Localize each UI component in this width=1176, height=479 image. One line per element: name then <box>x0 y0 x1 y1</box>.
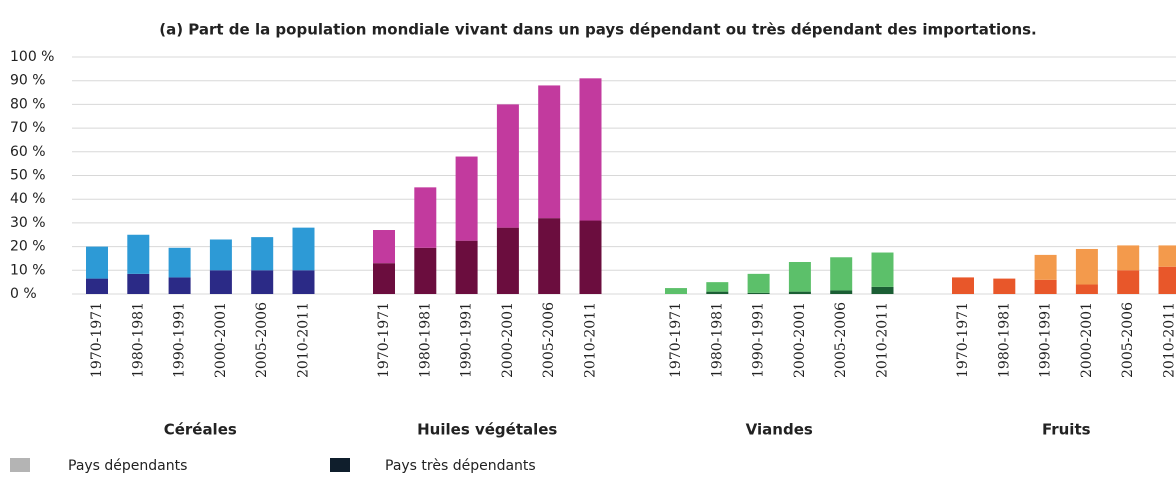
x-tick-label: 2000-2001 <box>792 302 808 378</box>
x-tick-label: 2000-2001 <box>500 302 516 378</box>
bar-segment <box>871 286 894 294</box>
y-tick-label: 70 % <box>10 120 46 136</box>
x-tick-label: 2000-2001 <box>1079 302 1095 378</box>
bar-segment <box>788 291 811 294</box>
bar-segment <box>496 227 519 294</box>
bar-segment <box>414 187 437 248</box>
bar-segment <box>665 288 687 294</box>
legend-swatch <box>330 458 350 472</box>
bar-segment <box>292 270 315 294</box>
bar-segment <box>747 292 770 294</box>
group-label: Viandes <box>746 421 813 439</box>
bar-segment <box>871 252 894 287</box>
chart-title: (a) Part de la population mondiale vivan… <box>159 21 1037 39</box>
x-tick-label: 1970-1971 <box>955 302 971 378</box>
legend-label: Pays dépendants <box>68 458 187 474</box>
x-tick-label: 1980-1981 <box>130 302 146 378</box>
bar-segment <box>251 237 274 271</box>
x-tick-label: 1980-1981 <box>996 302 1012 378</box>
bar-segment <box>251 270 274 294</box>
x-tick-label: 1970-1971 <box>89 302 105 378</box>
bar-segment <box>1034 254 1057 280</box>
x-tick-label: 2000-2001 <box>213 302 229 378</box>
y-tick-label: 100 % <box>10 49 54 65</box>
bar-segment <box>788 262 811 292</box>
bar-segment <box>292 227 315 271</box>
y-tick-label: 0 % <box>10 286 37 302</box>
x-tick-label: 2005-2006 <box>1120 302 1136 378</box>
legend-swatch <box>10 458 30 472</box>
bar-segment <box>538 218 561 294</box>
group-label: Huiles végétales <box>417 421 557 439</box>
y-tick-label: 60 % <box>10 144 46 160</box>
x-tick-label: 1970-1971 <box>668 302 684 378</box>
bar-segment <box>86 278 108 294</box>
x-tick-label: 2010-2011 <box>583 302 599 378</box>
x-tick-label: 2005-2006 <box>833 302 849 378</box>
legend-label: Pays très dépendants <box>385 458 536 474</box>
x-tick-label: 1990-1991 <box>1038 302 1054 378</box>
bar-segment <box>168 247 191 278</box>
bar-segment <box>747 273 770 293</box>
x-tick-label: 1990-1991 <box>751 302 767 378</box>
bar-segment <box>830 257 853 291</box>
y-tick-label: 40 % <box>10 191 46 207</box>
y-tick-label: 90 % <box>10 73 46 89</box>
x-tick-label: 2010-2011 <box>1162 302 1176 378</box>
bar-segment <box>209 270 232 294</box>
bar-segment <box>993 278 1016 294</box>
y-tick-label: 80 % <box>10 96 46 112</box>
x-tick-label: 2010-2011 <box>875 302 891 378</box>
bar-segment <box>455 156 478 241</box>
y-tick-label: 20 % <box>10 239 46 255</box>
bar-segment <box>706 291 729 294</box>
bar-segment <box>496 104 519 228</box>
bar-segment <box>1158 266 1176 294</box>
bar-segment <box>209 239 232 271</box>
x-tick-label: 2005-2006 <box>254 302 270 378</box>
bar-segment <box>579 220 602 294</box>
bar-segment <box>1117 270 1140 294</box>
x-tick-label: 1990-1991 <box>172 302 188 378</box>
x-tick-label: 2005-2006 <box>541 302 557 378</box>
bar-segment <box>1075 248 1098 285</box>
x-tick-label: 1990-1991 <box>459 302 475 378</box>
bar-segment <box>127 273 150 294</box>
bar-segment <box>1117 245 1140 271</box>
bar-segment <box>538 85 561 219</box>
bar-segment <box>579 78 602 221</box>
x-tick-label: 1980-1981 <box>417 302 433 378</box>
x-tick-label: 2010-2011 <box>296 302 312 378</box>
bar-segment <box>706 282 729 292</box>
y-tick-label: 30 % <box>10 215 46 231</box>
x-tick-label: 1970-1971 <box>376 302 392 378</box>
bar-segment <box>952 277 974 294</box>
y-tick-label: 50 % <box>10 168 46 184</box>
bar-segment <box>1158 245 1176 267</box>
bar-segment <box>1034 279 1057 294</box>
bar-segment <box>168 277 191 294</box>
bar-segment <box>373 230 395 264</box>
bar-segment <box>1075 284 1098 294</box>
bar-segment <box>373 263 395 294</box>
group-label: Fruits <box>1042 421 1091 439</box>
x-tick-label: 1980-1981 <box>709 302 725 378</box>
y-tick-label: 10 % <box>10 262 46 278</box>
bar-segment <box>414 247 437 294</box>
bar-segment <box>455 240 478 294</box>
bar-segment <box>127 234 150 274</box>
bar-segment <box>830 290 853 294</box>
bar-segment <box>86 246 108 279</box>
group-label: Céréales <box>164 421 237 439</box>
